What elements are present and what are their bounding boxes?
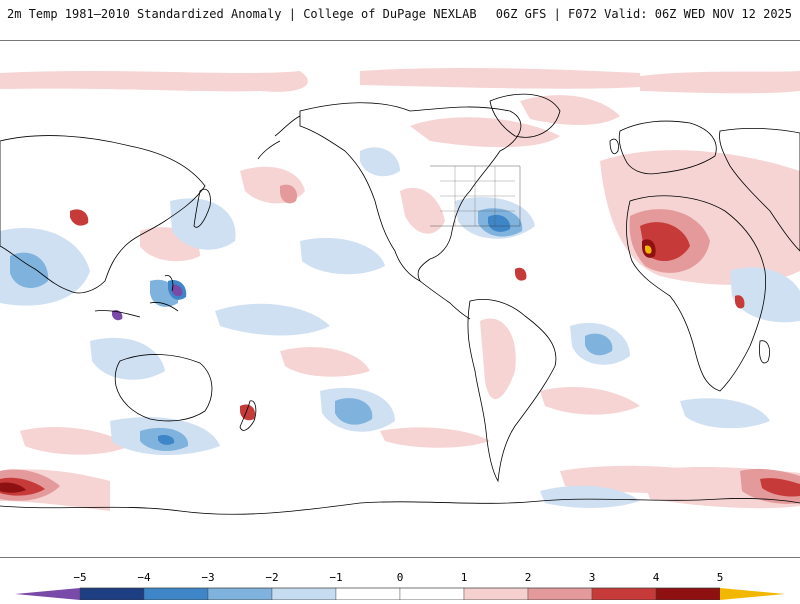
colorbar-tick-label: 1: [461, 571, 468, 584]
antarctica-outline: [0, 498, 800, 515]
south-america-outline: [467, 299, 557, 483]
colorbar-segment: [527, 587, 593, 601]
colorbar-segment: [143, 587, 209, 601]
anomaly-negative-strong: [112, 214, 511, 445]
colorbar-tick-label: −1: [329, 571, 342, 584]
colorbar-segment: [655, 587, 721, 601]
maritime-asia-outline: [94, 274, 179, 318]
run-info: 06Z GFS | F072 Valid: 06Z WED NOV 12 202…: [495, 7, 792, 21]
colorbar-segment: [463, 587, 529, 601]
greenland-outline: [489, 93, 561, 138]
colorbar-above-max-arrow: [720, 588, 785, 600]
asia-east-outline: [0, 135, 206, 294]
colorbar-tick-label: −4: [137, 571, 151, 584]
anomaly-positive-strong: [0, 184, 800, 504]
north-america-outline: [299, 102, 522, 282]
coastlines: [0, 93, 800, 515]
colorbar-tick-label: −2: [265, 571, 278, 584]
colorbar-segment: [399, 587, 465, 601]
colorbar-tick-label: 2: [525, 571, 532, 584]
colorbar-segment: [335, 587, 401, 601]
colorbar-svg: −5 −4 −3 −2 −1 0 1 2 3 4 5: [15, 571, 785, 601]
colorbar-below-min-arrow: [15, 588, 80, 600]
asia-west-outline: [719, 128, 800, 252]
colorbar-segment: [79, 587, 145, 601]
colorbar-tick-label: 3: [589, 571, 596, 584]
colorbar-segment: [207, 587, 273, 601]
colorbar: −5 −4 −3 −2 −1 0 1 2 3 4 5: [0, 568, 800, 601]
madagascar-outline: [759, 340, 770, 364]
africa-outline: [626, 195, 767, 392]
map-title: 2m Temp 1981–2010 Standardized Anomaly |…: [7, 7, 477, 21]
new-zealand-outline: [239, 400, 257, 431]
anomaly-map[interactable]: [0, 41, 800, 558]
colorbar-segment: [271, 587, 337, 601]
colorbar-tick-label: 0: [397, 571, 404, 584]
colorbar-segment: [591, 587, 657, 601]
anomaly-negative-medium: [10, 208, 613, 452]
europe-outline: [618, 120, 717, 175]
colorbar-tick-label: 4: [653, 571, 660, 584]
colorbar-tick-label: −3: [201, 571, 214, 584]
australia-outline: [114, 354, 213, 422]
map-panel[interactable]: [0, 40, 800, 558]
colorbar-tick-label: 5: [717, 571, 724, 584]
central-america-outline: [419, 280, 471, 320]
uk-outline: [609, 138, 619, 155]
header: 2m Temp 1981–2010 Standardized Anomaly |…: [0, 0, 800, 40]
colorbar-tick-label: −5: [73, 571, 86, 584]
alaska-outline: [257, 115, 301, 160]
japan-outline: [193, 188, 211, 228]
